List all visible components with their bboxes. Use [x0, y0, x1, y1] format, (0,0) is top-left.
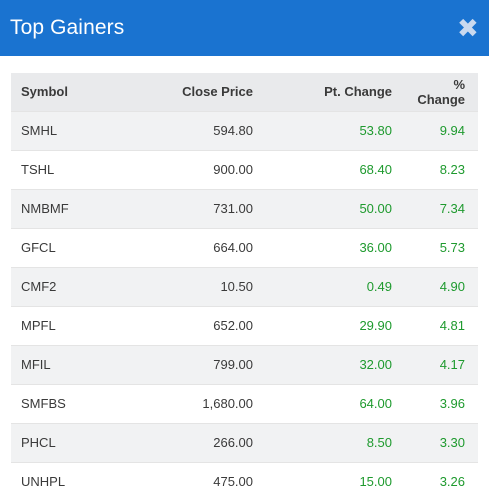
table-row[interactable]: PHCL 266.00 8.50 3.30 — [11, 423, 478, 462]
table-row[interactable]: MPFL 652.00 29.90 4.81 — [11, 306, 478, 345]
pct-change-cell: 3.30 — [439, 435, 465, 450]
close-price-cell: 652.00 — [213, 318, 253, 333]
close-price-cell: 1,680.00 — [202, 396, 253, 411]
close-price-cell: 900.00 — [213, 162, 253, 177]
pt-change-cell: 50.00 — [359, 201, 392, 216]
symbol-cell[interactable]: MFIL — [21, 357, 51, 372]
close-price-cell: 594.80 — [213, 123, 253, 138]
gainers-table: Symbol Close Price Pt. Change % Change S… — [11, 73, 478, 496]
table-row[interactable]: TSHL 900.00 68.40 8.23 — [11, 150, 478, 189]
close-price-cell: 731.00 — [213, 201, 253, 216]
pt-change-cell: 15.00 — [359, 474, 392, 490]
pt-change-cell: 32.00 — [359, 357, 392, 372]
symbol-cell[interactable]: TSHL — [21, 162, 55, 177]
symbol-cell[interactable]: SMFBS — [21, 396, 66, 411]
pt-change-cell: 8.50 — [366, 435, 392, 450]
close-price-cell: 266.00 — [213, 435, 253, 450]
close-price-cell: 799.00 — [213, 357, 253, 372]
table-row[interactable]: SMHL 594.80 53.80 9.94 — [11, 111, 478, 150]
symbol-cell[interactable]: PHCL — [21, 435, 56, 450]
pct-change-cell: 4.17 — [439, 357, 465, 372]
modal-header: Top Gainers ✖ — [0, 0, 489, 56]
pct-change-cell: 5.73 — [439, 240, 465, 255]
table-row[interactable]: MFIL 799.00 32.00 4.17 — [11, 345, 478, 384]
column-header-close-price[interactable]: Close Price — [182, 84, 253, 100]
symbol-cell[interactable]: MPFL — [21, 318, 56, 333]
pct-change-cell: 4.90 — [439, 279, 465, 294]
table-row[interactable]: UNHPL 475.00 15.00 3.26 — [11, 462, 478, 496]
pct-change-cell: 4.81 — [439, 318, 465, 333]
table-header-row: Symbol Close Price Pt. Change % Change — [11, 73, 478, 111]
close-icon[interactable]: ✖ — [457, 13, 479, 43]
pt-change-cell: 0.49 — [366, 279, 392, 294]
pt-change-cell: 36.00 — [359, 240, 392, 255]
column-header-pt-change[interactable]: Pt. Change — [324, 84, 392, 100]
pt-change-cell: 53.80 — [359, 123, 392, 138]
symbol-cell[interactable]: GFCL — [21, 240, 56, 255]
column-header-symbol[interactable]: Symbol — [21, 84, 68, 100]
pt-change-cell: 64.00 — [359, 396, 392, 411]
pct-change-cell: 9.94 — [439, 123, 465, 138]
pt-change-cell: 68.40 — [359, 162, 392, 177]
table-row[interactable]: NMBMF 731.00 50.00 7.34 — [11, 189, 478, 228]
symbol-cell[interactable]: CMF2 — [21, 279, 57, 294]
close-price-cell: 475.00 — [213, 474, 253, 490]
table-body: SMHL 594.80 53.80 9.94 TSHL 900.00 68.40… — [11, 111, 478, 496]
table-row[interactable]: GFCL 664.00 36.00 5.73 — [11, 228, 478, 267]
symbol-cell[interactable]: SMHL — [21, 123, 58, 138]
table-row[interactable]: CMF2 10.50 0.49 4.90 — [11, 267, 478, 306]
gainers-table-container: Symbol Close Price Pt. Change % Change S… — [11, 73, 478, 496]
column-header-pct-change[interactable]: % Change — [417, 76, 465, 107]
pt-change-cell: 29.90 — [359, 318, 392, 333]
pct-change-cell: 3.96 — [439, 396, 465, 411]
pct-change-cell: 7.34 — [439, 201, 465, 216]
modal-title: Top Gainers — [10, 16, 125, 39]
symbol-cell[interactable]: NMBMF — [21, 201, 69, 216]
close-price-cell: 664.00 — [213, 240, 253, 255]
symbol-cell[interactable]: UNHPL — [21, 474, 66, 490]
pct-change-cell: 3.26 — [439, 474, 465, 490]
pct-change-cell: 8.23 — [439, 162, 465, 177]
close-price-cell: 10.50 — [220, 279, 253, 294]
table-row[interactable]: SMFBS 1,680.00 64.00 3.96 — [11, 384, 478, 423]
